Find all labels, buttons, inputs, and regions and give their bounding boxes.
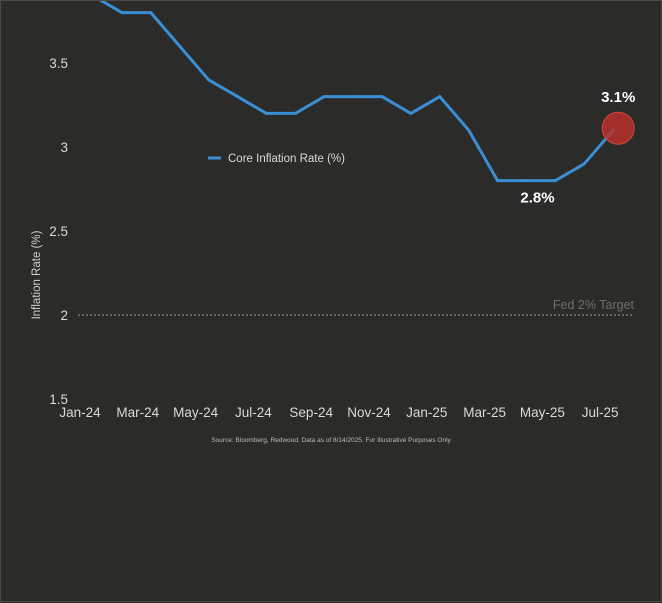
y-axis-ticks: 1.522.533.54	[49, 56, 68, 407]
legend: Core Inflation Rate (%)	[208, 153, 345, 165]
y-axis-label: Inflation Rate (%)	[31, 230, 43, 319]
data-point	[409, 111, 413, 115]
data-point	[120, 11, 124, 15]
data-point	[553, 179, 557, 183]
y-tick-label: 3	[60, 140, 68, 155]
x-tick-label: Nov-24	[347, 405, 391, 420]
annotation-low: 2.8%	[520, 190, 554, 207]
series-points	[120, 11, 615, 183]
y-tick-label: 1.5	[49, 392, 68, 407]
x-tick-label: Jul-24	[235, 405, 272, 420]
latest-value-highlight	[601, 111, 635, 145]
annotation-latest: 3.1%	[601, 89, 635, 106]
fed-target-label: Fed 2% Target	[553, 298, 635, 312]
x-tick-label: Mar-24	[116, 405, 159, 420]
data-point	[525, 179, 528, 183]
y-tick-label: 3.5	[49, 56, 68, 71]
x-tick-label: Sep-24	[289, 405, 333, 420]
data-point	[467, 128, 471, 132]
x-tick-label: Jan-24	[59, 405, 101, 420]
data-point	[264, 111, 268, 115]
data-point	[178, 44, 182, 48]
data-point	[380, 95, 384, 99]
x-axis-ticks: Jan-24 Mar-24 May-24 Jul-24 Sep-24 Nov-24 Jan-…	[59, 405, 618, 420]
data-point	[322, 95, 326, 99]
data-point	[236, 95, 239, 99]
x-tick-label: May-24	[173, 405, 219, 420]
data-point	[293, 111, 297, 115]
x-tick-label: Jan-25	[406, 405, 447, 420]
data-point	[496, 179, 500, 183]
legend-label: Core Inflation Rate (%)	[228, 153, 345, 165]
data-point	[582, 162, 586, 166]
data-point	[149, 11, 153, 15]
data-point	[438, 95, 442, 99]
series-line-core-inflation	[98, 1, 615, 183]
y-tick-label: 2.5	[49, 224, 68, 239]
fed-target: Fed 2% Target	[78, 298, 635, 316]
data-point	[351, 95, 355, 99]
data-point	[207, 78, 211, 82]
source-note: Source: Bloomberg, Redwood. Data as of 8…	[211, 437, 451, 444]
x-tick-label: Jul-25	[582, 405, 619, 420]
x-tick-label: May-25	[520, 405, 565, 420]
y-tick-label: 2	[60, 308, 68, 323]
x-tick-label: Mar-25	[463, 405, 506, 420]
